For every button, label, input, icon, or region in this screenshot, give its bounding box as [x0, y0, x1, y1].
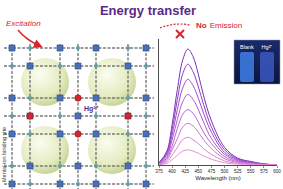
- svg-text:Mental-ion binding site: Mental-ion binding site: [1, 127, 7, 182]
- svg-text:Energy transfer: Energy transfer: [100, 3, 196, 18]
- svg-text:Wavelength (nm): Wavelength (nm): [195, 175, 240, 181]
- svg-text:550: 550: [247, 169, 255, 174]
- svg-text:575: 575: [260, 169, 268, 174]
- svg-text:475: 475: [208, 169, 216, 174]
- svg-text:500: 500: [221, 169, 229, 174]
- svg-text:600: 600: [273, 169, 281, 174]
- svg-text:425: 425: [181, 169, 189, 174]
- svg-text:Hg²⁺: Hg²⁺: [84, 105, 99, 113]
- svg-text:525: 525: [234, 169, 242, 174]
- svg-text:400: 400: [168, 169, 176, 174]
- svg-text:NoEmission: NoEmission: [196, 21, 242, 30]
- svg-text:Excitation: Excitation: [6, 19, 41, 28]
- svg-text:450: 450: [195, 169, 203, 174]
- svg-text:Hg²⁺: Hg²⁺: [262, 44, 273, 50]
- svg-text:Blank: Blank: [240, 44, 254, 50]
- svg-text:375: 375: [155, 169, 163, 174]
